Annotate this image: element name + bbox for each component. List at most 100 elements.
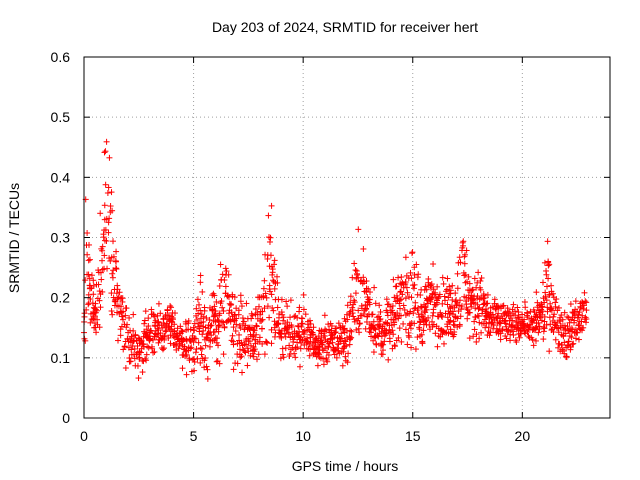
data-point (119, 316, 126, 323)
data-point (428, 295, 435, 302)
data-point (119, 295, 126, 302)
data-point (457, 313, 464, 320)
data-point (466, 309, 473, 316)
data-point (428, 281, 435, 288)
data-point (200, 323, 207, 330)
data-point (265, 212, 272, 219)
data-point (296, 363, 303, 370)
data-point (199, 331, 206, 338)
data-point (521, 299, 528, 306)
data-point (110, 253, 117, 260)
data-point (168, 304, 175, 311)
data-point (88, 272, 95, 279)
data-point (396, 325, 403, 332)
data-point (243, 300, 250, 307)
data-point (145, 323, 152, 330)
data-point (167, 302, 174, 309)
data-point (267, 234, 274, 241)
data-point (348, 334, 355, 341)
data-point (447, 326, 454, 333)
data-point (118, 313, 125, 320)
data-point (513, 318, 520, 325)
data-point (113, 248, 120, 255)
data-point (126, 314, 133, 321)
data-point (413, 261, 420, 268)
data-point (456, 302, 463, 309)
data-point (430, 261, 437, 268)
data-point (408, 294, 415, 301)
data-point (99, 247, 106, 254)
data-point (145, 315, 152, 322)
data-point (495, 310, 502, 317)
data-point (155, 326, 162, 333)
data-point (460, 242, 467, 249)
data-point (262, 290, 269, 297)
data-point (178, 327, 185, 334)
data-point (536, 313, 543, 320)
data-point (106, 154, 113, 161)
data-point (341, 315, 348, 322)
data-point (137, 349, 144, 356)
data-point (113, 258, 120, 265)
data-point (132, 332, 139, 339)
data-point (475, 313, 482, 320)
data-point (469, 286, 476, 293)
data-point (96, 297, 103, 304)
data-point (461, 260, 468, 267)
data-point (239, 315, 246, 322)
data-point (474, 301, 481, 308)
data-point (290, 338, 297, 345)
data-point (204, 366, 211, 373)
data-point (268, 202, 275, 209)
data-point (231, 294, 238, 301)
data-point (390, 331, 397, 338)
data-point (222, 265, 229, 272)
data-point (314, 362, 321, 369)
data-point (499, 327, 506, 334)
data-point (450, 321, 457, 328)
data-point (245, 348, 252, 355)
data-point (131, 345, 138, 352)
data-point (239, 320, 246, 327)
data-point (445, 294, 452, 301)
data-point (122, 364, 129, 371)
data-point (454, 270, 461, 277)
data-point (121, 343, 128, 350)
data-point (347, 293, 354, 300)
data-point (355, 274, 362, 281)
data-point (360, 274, 367, 281)
data-point (287, 314, 294, 321)
data-point (530, 342, 537, 349)
data-point (473, 331, 480, 338)
data-point (219, 304, 226, 311)
data-point (484, 300, 491, 307)
data-point (230, 366, 237, 373)
data-point (117, 332, 124, 339)
data-point (444, 323, 451, 330)
data-point (123, 324, 130, 331)
data-point (238, 353, 245, 360)
data-point (446, 283, 453, 290)
data-point (502, 320, 509, 327)
data-point (237, 324, 244, 331)
data-point (358, 277, 365, 284)
data-point (392, 343, 399, 350)
data-point (208, 322, 215, 329)
data-point (141, 320, 148, 327)
data-point (85, 291, 92, 298)
data-point (159, 346, 166, 353)
data-point (268, 326, 275, 333)
data-point (266, 314, 273, 321)
data-point (271, 324, 278, 331)
data-point (251, 327, 258, 334)
data-point (329, 339, 336, 346)
data-point (188, 344, 195, 351)
data-point (260, 294, 267, 301)
data-point (269, 271, 276, 278)
data-point (297, 345, 304, 352)
data-point (147, 327, 154, 334)
data-point (235, 311, 242, 318)
data-point (463, 247, 470, 254)
data-point (102, 181, 109, 188)
data-point (327, 336, 334, 343)
